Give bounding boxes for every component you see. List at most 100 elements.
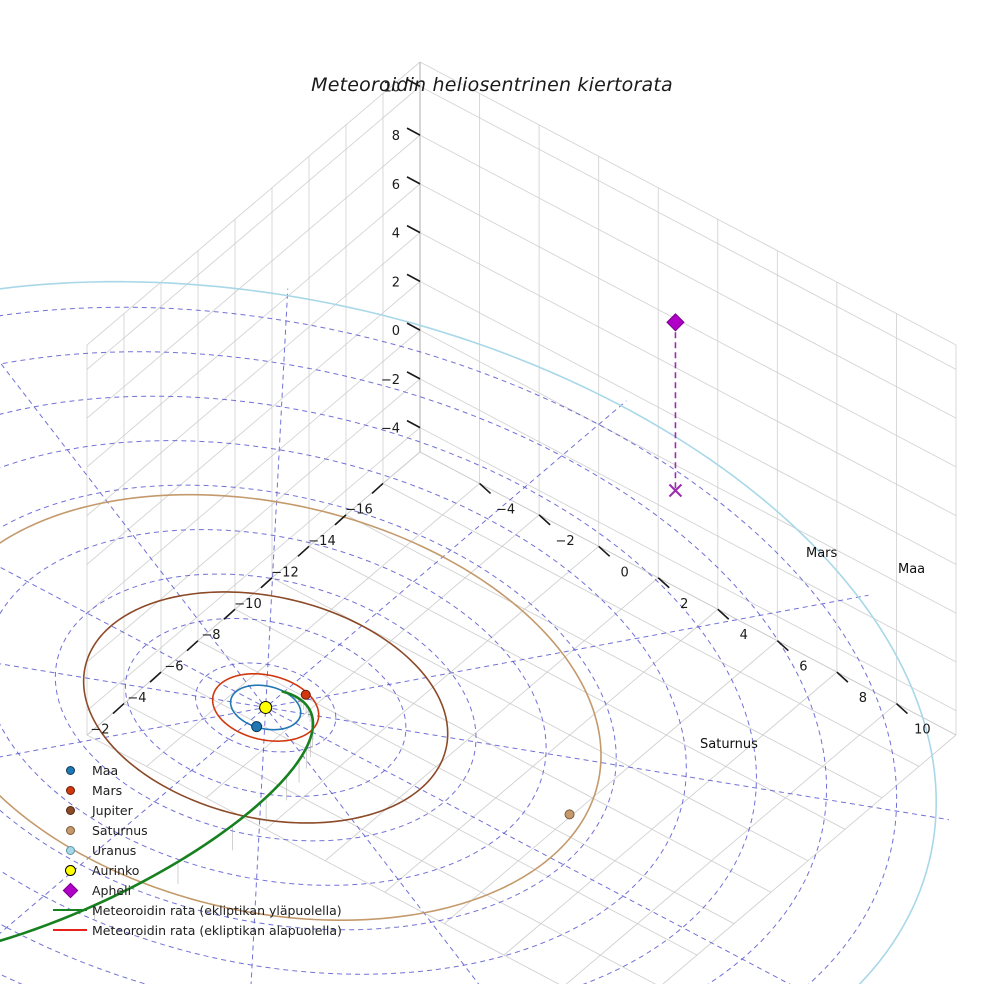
polar-spoke bbox=[250, 711, 266, 984]
tick-label: 2 bbox=[680, 597, 688, 612]
tick-label: 8 bbox=[392, 129, 400, 144]
tick-label: 10 bbox=[914, 723, 931, 738]
orbit-uranus bbox=[0, 280, 938, 984]
tick-label: 0 bbox=[392, 324, 400, 339]
earth-marker[interactable] bbox=[251, 721, 263, 733]
tick-label: 4 bbox=[392, 227, 400, 242]
tick-label: −4 bbox=[381, 422, 400, 437]
legend-marker-circle-icon bbox=[48, 765, 92, 775]
axis-tick bbox=[406, 371, 421, 380]
axis-tick bbox=[223, 608, 236, 620]
meteoroid-path-above-ecliptic bbox=[0, 690, 315, 943]
legend-item[interactable]: Maa bbox=[48, 760, 342, 780]
saturn-marker[interactable] bbox=[564, 809, 575, 820]
axis-tick bbox=[297, 545, 310, 557]
tick-label: −2 bbox=[381, 373, 400, 388]
legend-marker-diamond-icon bbox=[48, 882, 92, 898]
legend-item[interactable]: Saturnus bbox=[48, 820, 342, 840]
legend-label: Mars bbox=[92, 782, 123, 798]
grid-line bbox=[662, 734, 957, 984]
axis-tick bbox=[717, 608, 730, 620]
body-label: Maa bbox=[898, 562, 925, 577]
tick-label: −8 bbox=[201, 628, 220, 643]
grid-line bbox=[382, 483, 920, 767]
body-label: Mars bbox=[806, 546, 838, 561]
tick-label: −2 bbox=[90, 723, 109, 738]
polar-spoke bbox=[271, 710, 791, 984]
legend-label: Saturnus bbox=[92, 822, 148, 838]
grid-line bbox=[565, 703, 897, 984]
grid-line bbox=[384, 608, 719, 893]
grid-line bbox=[86, 232, 421, 516]
axis-tick bbox=[836, 671, 849, 683]
legend-item[interactable]: Apheli bbox=[48, 880, 342, 900]
grid-line bbox=[345, 514, 883, 799]
axis-tick bbox=[149, 671, 162, 683]
polar-spoke bbox=[269, 400, 627, 705]
axis-tick bbox=[479, 482, 492, 495]
axis-ticks bbox=[112, 78, 908, 715]
orbit-saturnus bbox=[0, 493, 602, 922]
axis-tick bbox=[406, 224, 421, 234]
sun-marker[interactable] bbox=[259, 700, 273, 714]
orbit-mars bbox=[211, 672, 320, 742]
polar-spoke bbox=[268, 711, 480, 984]
tick-label: −14 bbox=[308, 534, 335, 549]
legend-item[interactable]: Uranus bbox=[48, 840, 342, 860]
ecliptic-polar-grid bbox=[0, 288, 949, 984]
grid-line bbox=[419, 427, 957, 712]
legend-marker-circle-icon bbox=[48, 825, 92, 835]
axis-tick bbox=[406, 419, 421, 429]
axis-tick bbox=[334, 514, 347, 526]
legend-item[interactable]: Meteoroidin rata (ekliptikan yläpuolella… bbox=[48, 900, 342, 920]
grid-line bbox=[86, 378, 421, 663]
legend-marker-circle-icon bbox=[48, 864, 92, 876]
grid-line bbox=[308, 545, 846, 830]
legend-item[interactable]: Jupiter bbox=[48, 800, 342, 820]
grid-line bbox=[265, 545, 599, 830]
grid-line bbox=[503, 671, 838, 956]
axis-tick bbox=[112, 702, 125, 715]
axis-tick bbox=[406, 127, 421, 136]
axis-tick bbox=[371, 482, 384, 495]
polar-spoke bbox=[272, 708, 949, 821]
grid-line bbox=[86, 183, 421, 468]
tick-label: 6 bbox=[392, 178, 400, 193]
grid-line bbox=[86, 427, 421, 711]
legend-label: Meteoroidin rata (ekliptikan yläpuolella… bbox=[92, 902, 342, 918]
tick-label: 0 bbox=[621, 565, 629, 580]
grid-line bbox=[234, 608, 772, 893]
page-title: Meteoroidin heliosentrinen kiertorata bbox=[311, 74, 673, 96]
legend-item[interactable]: Mars bbox=[48, 780, 342, 800]
legend-label: Meteoroidin rata (ekliptikan alapuolella… bbox=[92, 922, 342, 938]
polar-spoke bbox=[265, 288, 289, 704]
meteoroid-orbit bbox=[0, 690, 315, 943]
grid-line bbox=[419, 329, 957, 614]
legend-item[interactable]: Aurinko bbox=[48, 860, 342, 880]
axis-tick-labels: 10 8 6 4 2 0 −2 −4 −16 −14 −12 −10 −8 −6 −4 −2 −4 −2 0 2 4 6 8… bbox=[90, 80, 930, 737]
aphelion-projection-x-icon bbox=[668, 483, 683, 498]
grid-line bbox=[444, 640, 778, 925]
planet-orbits bbox=[0, 280, 938, 984]
legend-marker-line-icon bbox=[48, 908, 92, 912]
tick-label: −12 bbox=[271, 565, 298, 580]
axis-tick bbox=[598, 545, 611, 557]
grid-line bbox=[419, 183, 957, 468]
tick-label: −10 bbox=[234, 597, 261, 612]
polar-spoke bbox=[0, 663, 259, 707]
legend-item[interactable]: Meteoroidin rata (ekliptikan alapuolella… bbox=[48, 920, 342, 940]
legend-marker-circle-icon bbox=[48, 785, 92, 795]
grid-line bbox=[86, 134, 421, 419]
axis-tick bbox=[260, 577, 273, 589]
mars-marker[interactable] bbox=[300, 689, 311, 700]
aphelion-marker[interactable] bbox=[666, 313, 685, 332]
grid-line bbox=[205, 514, 540, 799]
body-markers bbox=[251, 313, 685, 820]
grid-line bbox=[419, 134, 957, 419]
axis-tick bbox=[186, 640, 199, 652]
grid-line bbox=[419, 85, 957, 370]
axis-tick bbox=[776, 640, 789, 652]
grid-line bbox=[419, 451, 957, 736]
polar-spoke bbox=[0, 708, 260, 758]
